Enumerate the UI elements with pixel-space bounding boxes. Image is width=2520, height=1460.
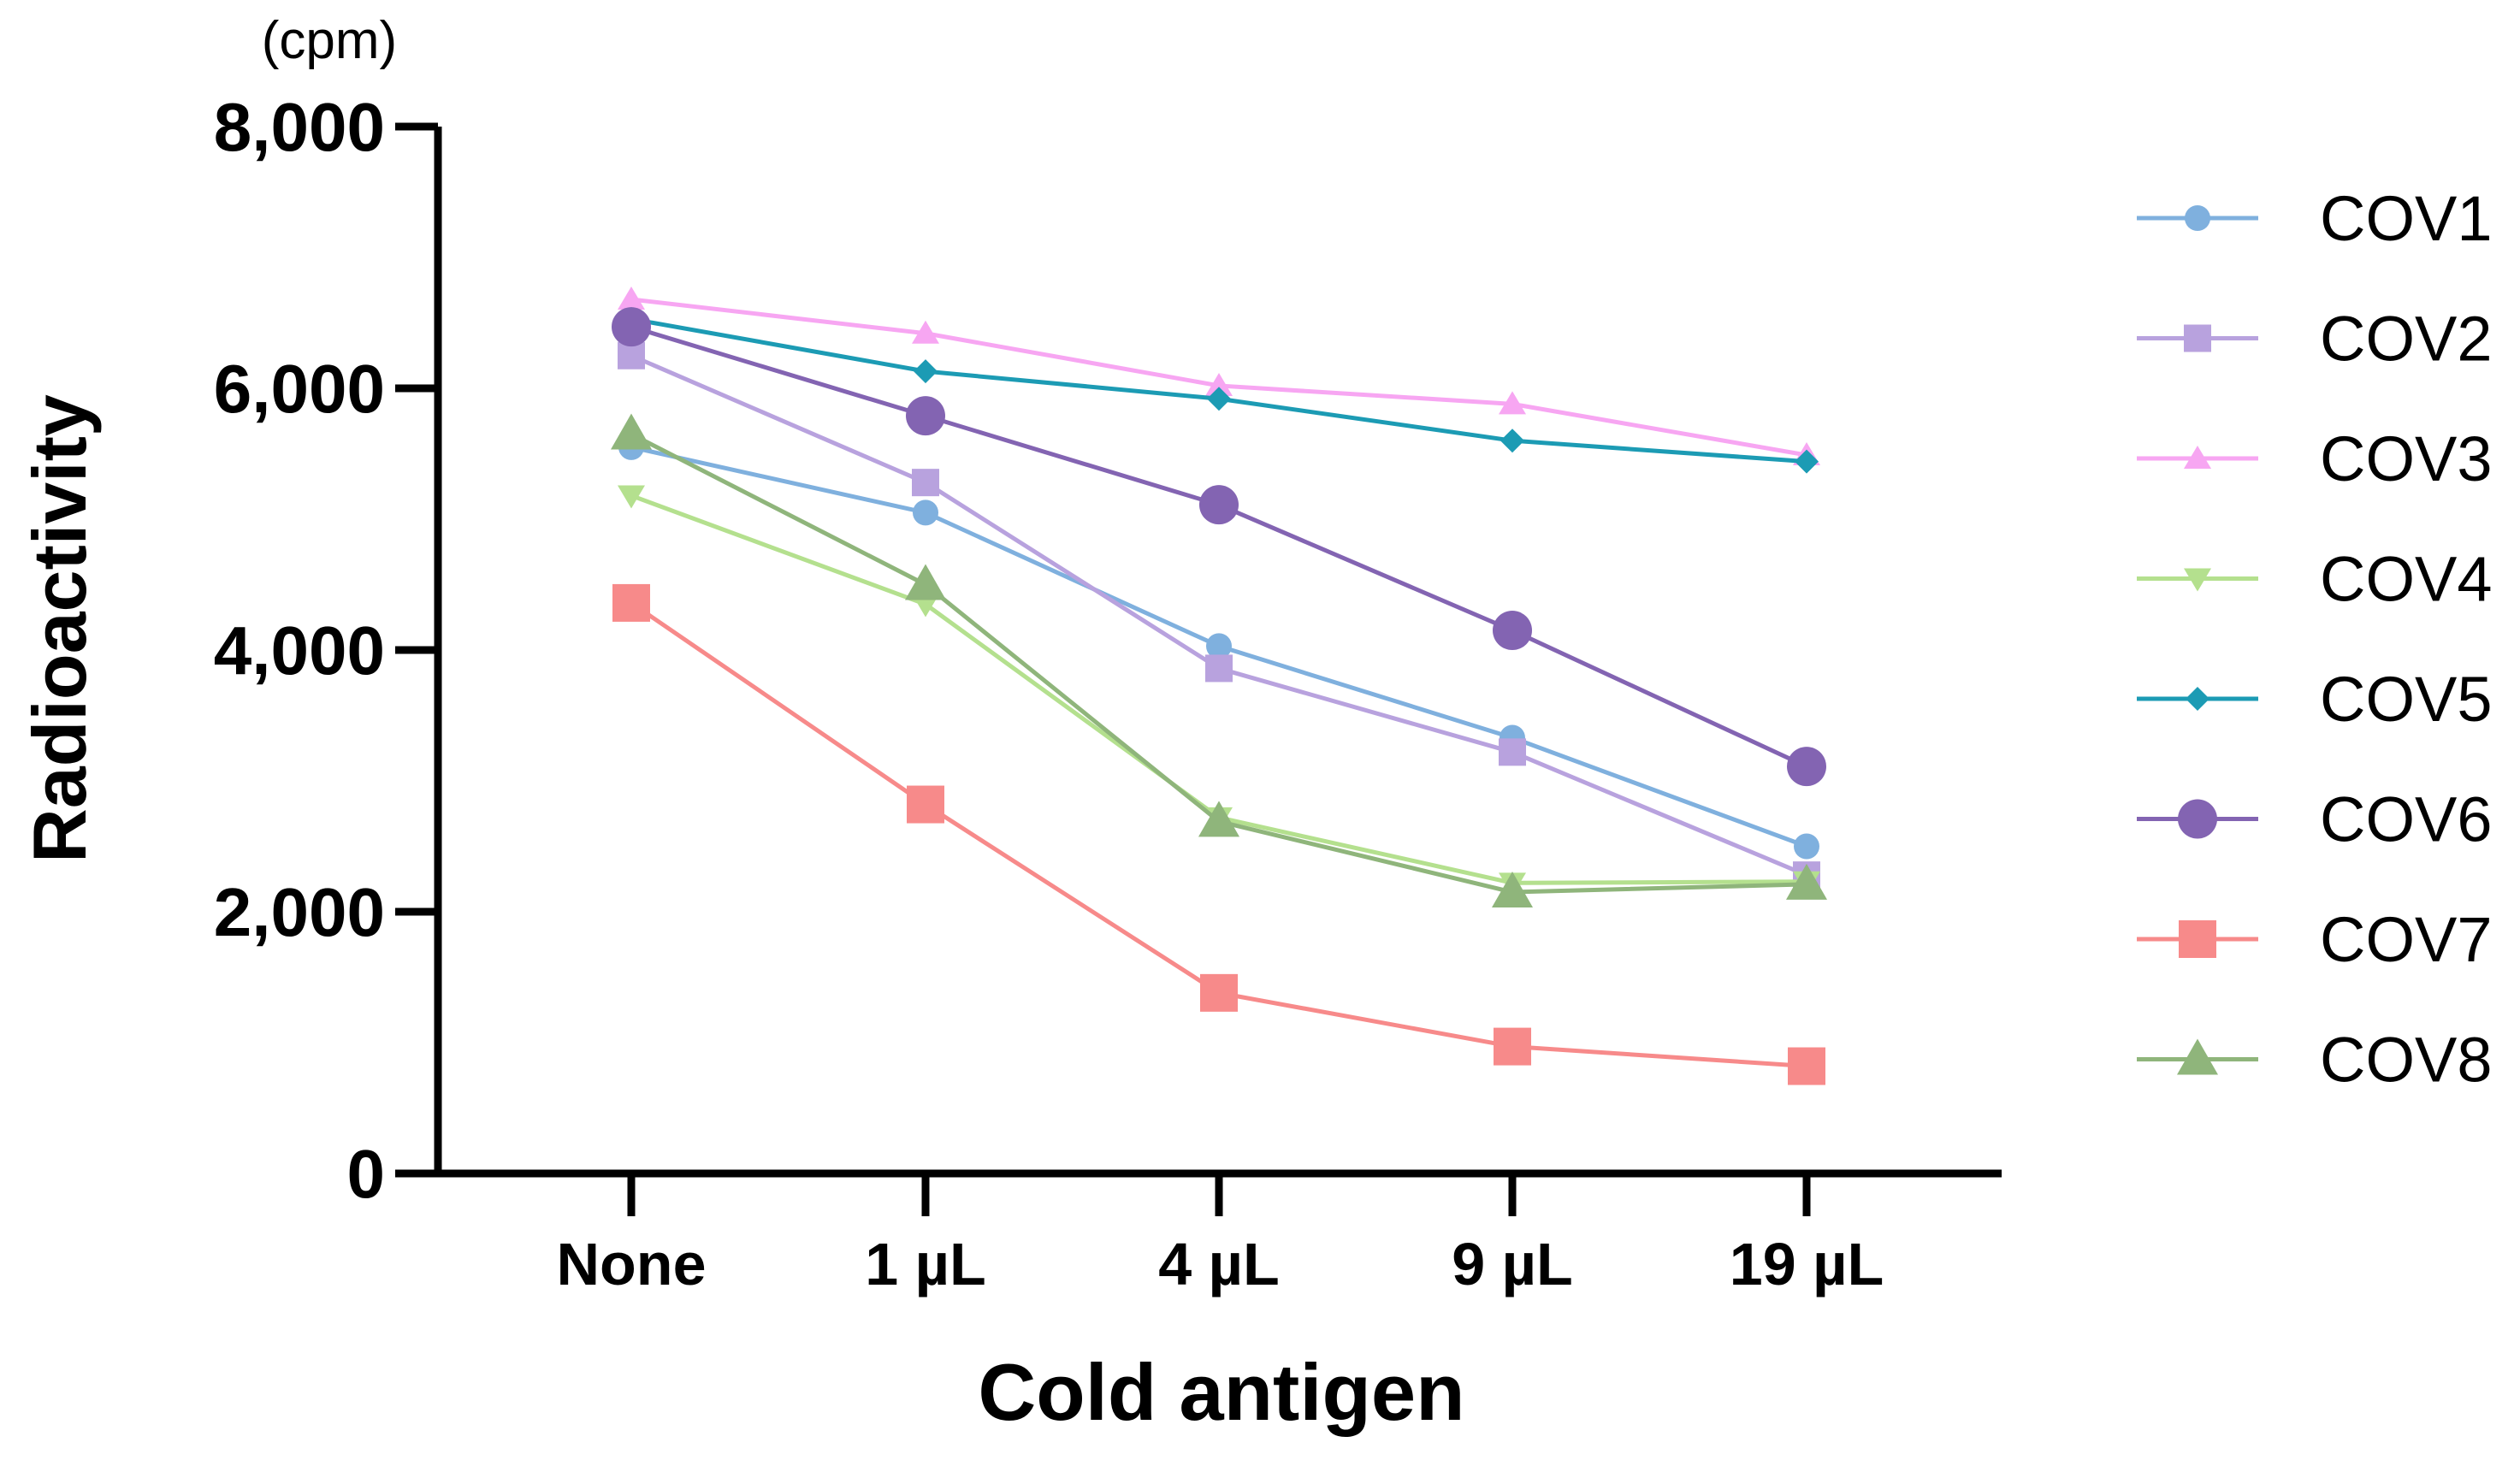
- data-point-cov7: [1494, 1027, 1531, 1066]
- legend-item-cov5: COV5: [2137, 664, 2493, 735]
- x-axis-ticks: None 1 µL 4 µL 9 µL 19 µL: [557, 1173, 1884, 1297]
- legend-label: COV2: [2320, 304, 2493, 375]
- legend-swatch-marker: [2177, 1038, 2218, 1075]
- data-point-cov8: [1786, 863, 1827, 900]
- data-point-cov5: [914, 359, 938, 384]
- legend-item-cov7: COV7: [2137, 904, 2493, 975]
- y-tick-label: 0: [347, 1136, 386, 1212]
- y-axis-unit-label: (cpm): [262, 11, 397, 70]
- data-point-cov2: [1499, 738, 1526, 766]
- data-point-cov5: [1500, 429, 1524, 453]
- series-line-cov2: [630, 353, 1807, 878]
- data-point-cov5: [1207, 387, 1231, 411]
- series-cov2: [618, 341, 1820, 890]
- legend-item-cov3: COV3: [2137, 423, 2493, 494]
- x-tick-label: 4 µL: [1158, 1231, 1279, 1297]
- data-point-cov2: [912, 469, 939, 497]
- x-tick-label: 1 µL: [865, 1231, 985, 1297]
- data-point-cov7: [907, 785, 944, 824]
- data-point-cov8: [611, 413, 652, 450]
- legend-label: COV8: [2320, 1025, 2493, 1096]
- data-point-cov3: [1499, 391, 1526, 415]
- y-axis-title: Radioactivity: [17, 394, 102, 863]
- legend-item-cov6: COV6: [2137, 784, 2493, 855]
- legend-swatch-marker: [2186, 687, 2209, 711]
- data-point-cov6: [906, 396, 945, 436]
- data-point-cov8: [905, 564, 946, 600]
- series-cov3: [618, 286, 1820, 466]
- legend-swatch-marker: [2179, 920, 2216, 958]
- series-cov6: [612, 307, 1826, 787]
- y-tick-label: 2,000: [214, 874, 385, 950]
- y-axis-ticks: 0 2,000 4,000 6,000 8,000: [214, 89, 438, 1212]
- data-point-cov6: [612, 307, 651, 347]
- legend-label: COV6: [2320, 784, 2493, 855]
- x-tick-label: 19 µL: [1730, 1231, 1884, 1297]
- data-point-cov6: [1199, 485, 1239, 525]
- legend-item-cov8: COV8: [2137, 1025, 2493, 1096]
- data-point-cov1: [1794, 833, 1819, 860]
- data-point-cov7: [612, 583, 650, 622]
- legend-swatch-marker: [2184, 324, 2211, 352]
- series-cov7: [612, 583, 1825, 1085]
- data-point-cov6: [1787, 747, 1826, 787]
- legend-swatch-marker: [2178, 799, 2217, 839]
- data-point-cov7: [1788, 1047, 1825, 1085]
- y-tick-label: 8,000: [214, 89, 385, 165]
- legend-item-cov4: COV4: [2137, 544, 2493, 615]
- legend-item-cov2: COV2: [2137, 304, 2493, 375]
- legend-label: COV1: [2320, 183, 2493, 254]
- data-point-cov3: [1205, 372, 1233, 396]
- series-cov5: [619, 306, 1819, 474]
- data-point-cov2: [1205, 654, 1233, 683]
- legend-label: COV3: [2320, 423, 2493, 494]
- series-group: [611, 286, 1827, 1085]
- data-point-cov8: [1492, 872, 1533, 908]
- series-cov8: [611, 413, 1827, 908]
- data-point-cov8: [1198, 801, 1239, 837]
- legend-item-cov1: COV1: [2137, 183, 2493, 254]
- legend-label: COV5: [2320, 664, 2493, 735]
- data-point-cov1: [913, 499, 938, 526]
- legend-swatch-marker: [2184, 568, 2211, 592]
- legend-label: COV7: [2320, 904, 2493, 975]
- x-axis-title: Cold antigen: [978, 1347, 1464, 1437]
- y-tick-label: 6,000: [214, 351, 385, 427]
- x-tick-label: None: [557, 1231, 707, 1297]
- data-point-cov3: [618, 286, 645, 310]
- legend: COV1 COV2 COV3 COV4 COV5 COV6 COV7 COV8: [2137, 183, 2493, 1096]
- legend-label: COV4: [2320, 544, 2493, 615]
- legend-swatch-marker: [2185, 205, 2210, 231]
- y-tick-label: 4,000: [214, 612, 385, 689]
- data-point-cov5: [1795, 449, 1819, 474]
- legend-swatch-marker: [2184, 446, 2211, 469]
- data-point-cov3: [912, 320, 939, 344]
- data-point-cov4: [618, 485, 645, 509]
- data-point-cov7: [1200, 973, 1238, 1012]
- x-tick-label: 9 µL: [1452, 1231, 1572, 1297]
- data-point-cov6: [1493, 611, 1532, 651]
- data-point-cov1: [1206, 633, 1232, 659]
